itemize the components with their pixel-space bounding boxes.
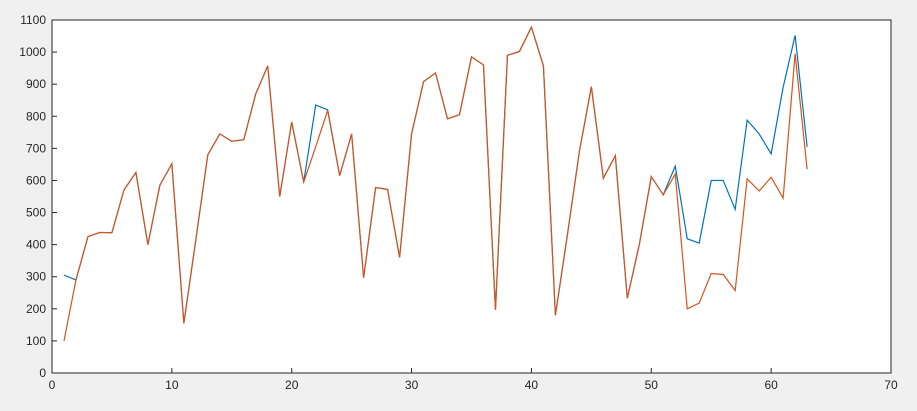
x-tick-label: 30 — [405, 378, 419, 392]
y-tick-label: 400 — [26, 238, 46, 252]
x-tick-label: 0 — [49, 378, 56, 392]
y-tick-label: 900 — [26, 77, 46, 91]
axes-box — [51, 19, 892, 374]
x-tick-label: 50 — [645, 378, 659, 392]
x-tick-label: 20 — [285, 378, 299, 392]
x-tick-label: 60 — [764, 378, 778, 392]
x-tick-label: 10 — [165, 378, 179, 392]
y-tick-label: 1000 — [19, 45, 46, 59]
x-tick-label: 40 — [525, 378, 539, 392]
y-tick-label: 200 — [26, 302, 46, 316]
y-tick-label: 600 — [26, 173, 46, 187]
y-tick-label: 300 — [26, 270, 46, 284]
data-line — [63, 25, 808, 342]
y-tick-label: 100 — [26, 334, 46, 348]
x-tick-label: 70 — [884, 378, 898, 392]
y-tick-label: 800 — [26, 109, 46, 123]
y-tick-label: 1100 — [20, 13, 46, 27]
y-tick-label: 500 — [26, 206, 46, 220]
y-tick-label: 700 — [26, 141, 46, 155]
y-tick-label: 0 — [39, 366, 46, 380]
